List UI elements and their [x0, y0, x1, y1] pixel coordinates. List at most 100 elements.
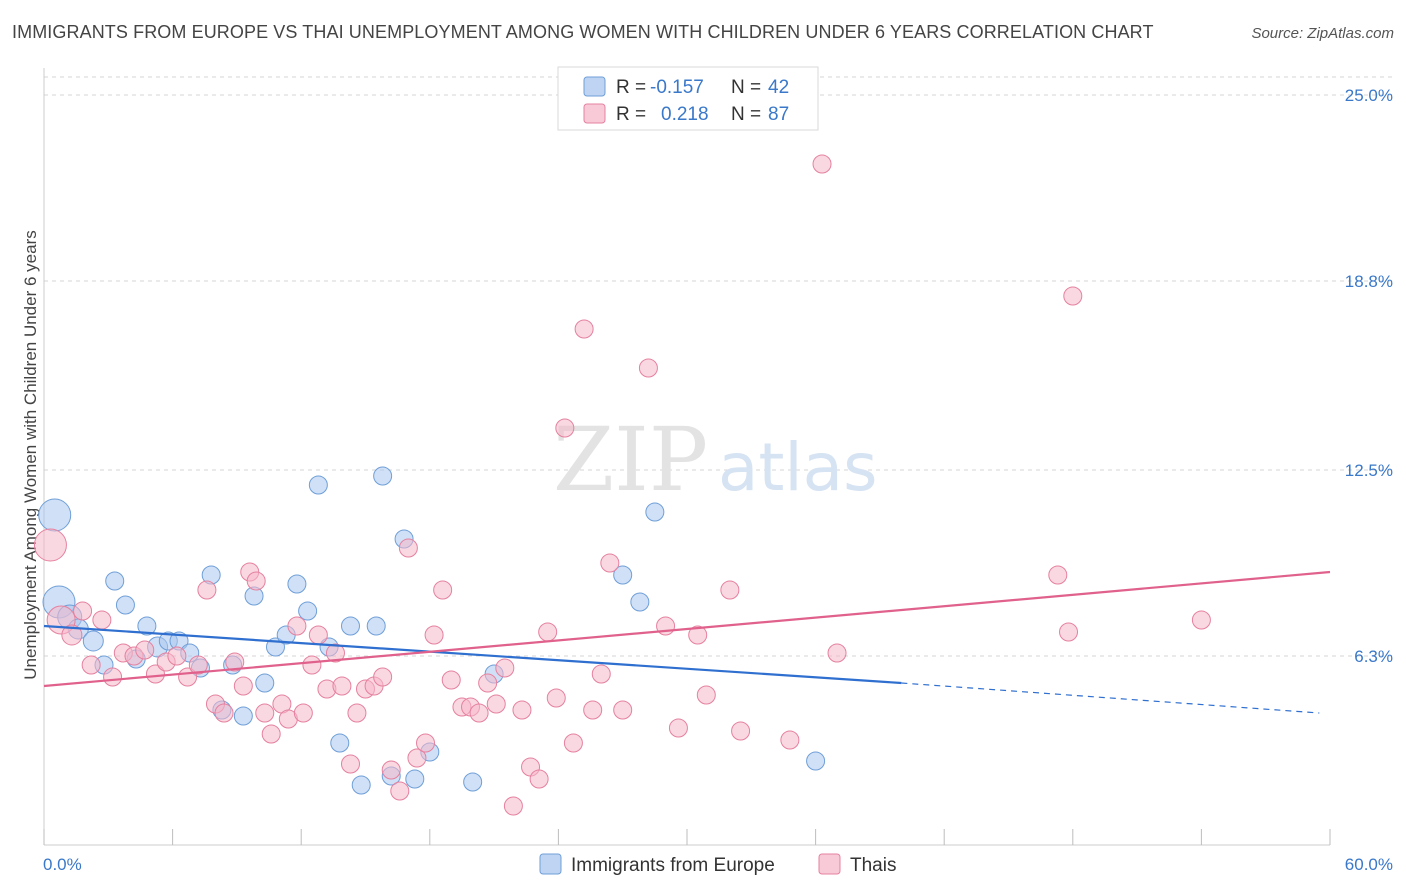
y-tick-label-2: 18.8%	[1345, 272, 1393, 291]
data-point-0-9	[137, 616, 157, 636]
data-point-1-39	[390, 781, 410, 801]
data-point-1-19	[233, 676, 253, 696]
source-credit: Source: ZipAtlas.com	[1251, 25, 1394, 42]
data-point-1-10	[145, 664, 165, 684]
data-point-1-42	[416, 733, 436, 753]
legend-r-label-europe: R =	[616, 77, 646, 98]
data-point-1-64	[613, 700, 633, 720]
stats-legend: R = -0.157 N = 42 R = 0.218 N = 87	[557, 66, 819, 131]
data-point-1-67	[668, 718, 688, 738]
data-point-0-7	[115, 595, 135, 615]
data-point-1-45	[441, 670, 461, 690]
data-point-1-43	[424, 625, 444, 645]
data-point-0-23	[287, 574, 307, 594]
data-point-0-25	[308, 475, 328, 495]
data-point-1-2	[61, 624, 83, 646]
legend-n-value-thais: 87	[768, 104, 789, 125]
data-point-1-21	[246, 571, 266, 591]
watermark-atlas: atlas	[718, 429, 878, 506]
data-point-1-49	[478, 673, 498, 693]
data-point-1-41	[407, 748, 427, 768]
data-point-1-53	[512, 700, 532, 720]
data-point-1-6	[103, 667, 123, 687]
series-legend-label-thais: Thais	[850, 855, 896, 876]
data-point-0-36	[463, 772, 483, 792]
data-point-0-4	[82, 630, 104, 652]
y-tick-label-1: 12.5%	[1345, 461, 1393, 480]
data-point-1-78	[1191, 610, 1211, 630]
data-point-1-38	[381, 760, 401, 780]
data-point-0-20	[255, 673, 275, 693]
data-point-0-27	[330, 733, 350, 753]
data-point-1-72	[780, 730, 800, 750]
data-point-1-55	[529, 769, 549, 789]
data-point-1-63	[600, 553, 620, 573]
data-point-1-70	[720, 580, 740, 600]
data-point-1-9	[135, 640, 155, 660]
data-point-1-62	[591, 664, 611, 684]
data-point-1-48	[469, 703, 489, 723]
trend-line-1	[43, 570, 1331, 688]
data-point-1-0	[33, 528, 67, 562]
data-point-1-50	[486, 694, 506, 714]
data-point-1-29	[308, 625, 328, 645]
data-point-0-41	[806, 751, 826, 771]
legend-n-label-thais: N =	[731, 104, 761, 125]
series-legend: Immigrants from Europe Thais	[539, 853, 896, 876]
watermark-zip: ZIP	[553, 408, 708, 511]
watermark: ZIP atlas	[553, 408, 878, 511]
trend-line-extension-0	[901, 682, 1320, 714]
data-point-1-3	[73, 601, 93, 621]
data-point-1-34	[347, 703, 367, 723]
data-point-1-77	[1063, 286, 1083, 306]
data-point-1-4	[81, 655, 101, 675]
data-point-1-59	[563, 733, 583, 753]
data-point-1-56	[538, 622, 558, 642]
x-tick-label-0: 0.0%	[43, 855, 82, 874]
legend-n-label-europe: N =	[731, 77, 761, 98]
data-point-1-51	[495, 658, 515, 678]
data-point-1-73	[812, 154, 832, 174]
data-point-1-69	[696, 685, 716, 705]
chart-title: IMMIGRANTS FROM EUROPE VS THAI UNEMPLOYM…	[12, 22, 1154, 42]
data-point-1-14	[188, 655, 208, 675]
series-thais-points	[33, 154, 1211, 816]
legend-r-value-thais: 0.218	[661, 104, 709, 125]
x-tick-labels: 0.0% 60.0%	[43, 855, 1393, 874]
data-point-1-23	[261, 724, 281, 744]
data-point-1-31	[325, 643, 345, 663]
data-point-0-24	[298, 601, 318, 621]
data-point-0-0	[38, 498, 72, 532]
data-point-1-27	[293, 703, 313, 723]
data-point-1-18	[225, 652, 245, 672]
legend-n-value-europe: 42	[768, 77, 789, 98]
data-point-0-38	[613, 565, 633, 585]
y-axis-title: Unemployment Among Women with Children U…	[21, 230, 40, 679]
data-point-1-17	[214, 703, 234, 723]
data-point-0-28	[340, 616, 360, 636]
data-point-1-60	[574, 319, 594, 339]
data-point-1-76	[1059, 622, 1079, 642]
data-point-1-74	[827, 643, 847, 663]
data-point-1-15	[197, 580, 217, 600]
data-point-0-29	[351, 775, 371, 795]
y-tick-labels: 6.3% 12.5% 18.8% 25.0%	[1345, 86, 1393, 666]
data-point-1-75	[1048, 565, 1068, 585]
data-point-0-30	[366, 616, 386, 636]
data-point-0-31	[373, 466, 393, 486]
data-point-0-40	[645, 502, 665, 522]
data-point-1-44	[433, 580, 453, 600]
data-point-0-6	[105, 571, 125, 591]
data-point-1-65	[638, 358, 658, 378]
data-point-1-61	[583, 700, 603, 720]
data-point-1-71	[731, 721, 751, 741]
data-point-1-68	[688, 625, 708, 645]
axes	[43, 68, 1331, 846]
data-point-1-32	[332, 676, 352, 696]
legend-swatch-thais	[583, 103, 606, 124]
series-legend-swatch-europe	[539, 853, 562, 875]
data-point-1-12	[167, 646, 187, 666]
legend-r-value-europe: -0.157	[650, 77, 704, 98]
data-point-1-28	[302, 655, 322, 675]
